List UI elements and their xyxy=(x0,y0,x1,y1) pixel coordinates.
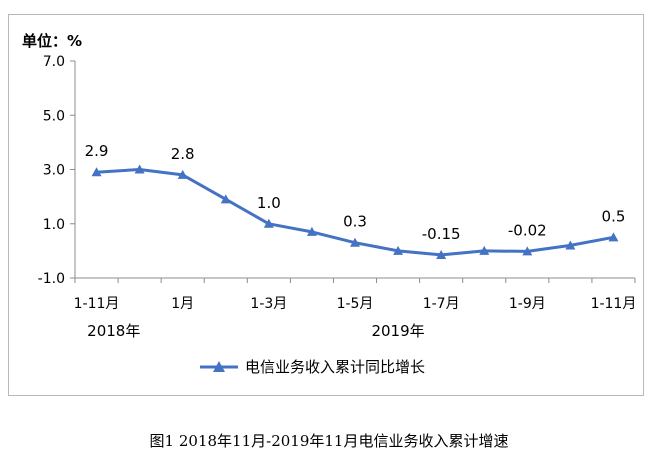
line-chart: 7.0 5.0 3.0 1.0 -1.0 1-11月 1月 1-3月 1-5月 1-7月 1-9月 1… xyxy=(38,54,637,376)
legend-swatch-marker xyxy=(213,361,225,372)
data-point-marker xyxy=(306,226,317,236)
data-label: 2.9 xyxy=(85,142,109,160)
unit-label: 单位：% xyxy=(22,32,83,50)
x-tick-label: 1月 xyxy=(171,296,194,312)
data-label: 0.3 xyxy=(343,213,367,231)
data-point-marker xyxy=(134,164,145,174)
legend: 电信业务收入累计同比增长 xyxy=(200,358,425,376)
x-tick-label: 1-11月 xyxy=(591,296,637,312)
legend-label: 电信业务收入累计同比增长 xyxy=(245,358,425,376)
y-tick-label: 7.0 xyxy=(43,54,65,70)
chart-axes: 7.0 5.0 3.0 1.0 -1.0 1-11月 1月 1-3月 1-5月 1-7月 1-9月 1… xyxy=(38,54,637,340)
data-point-marker xyxy=(436,249,447,259)
figure-caption: 图1 2018年11月-2019年11月电信业务收入累计增速 xyxy=(149,432,509,450)
data-point-marker xyxy=(350,237,360,247)
data-label: 1.0 xyxy=(257,194,281,212)
data-point-marker xyxy=(91,167,102,177)
data-label: 2.8 xyxy=(171,145,195,163)
y-tick-label: 1.0 xyxy=(43,217,65,233)
data-point-marker xyxy=(522,246,533,256)
data-point-marker xyxy=(608,232,619,242)
data-point-marker xyxy=(177,169,188,179)
x-tick-label: 1-5月 xyxy=(337,296,374,312)
data-point-marker xyxy=(220,194,231,204)
data-label: -0.02 xyxy=(508,221,547,239)
x-tick-label: 1-11月 xyxy=(74,296,120,312)
data-label: -0.15 xyxy=(422,225,461,243)
data-labels: 2.9 2.8 1.0 0.3 -0.15 -0.02 0.5 xyxy=(85,142,626,243)
x-tick-label: 1-3月 xyxy=(250,296,287,312)
year-label: 2019年 xyxy=(371,322,424,340)
year-label: 2018年 xyxy=(87,322,140,340)
data-point-marker xyxy=(393,245,404,255)
series-layer xyxy=(91,164,619,259)
x-tick-label: 1-7月 xyxy=(423,296,460,312)
data-point-marker xyxy=(479,245,490,255)
y-tick-label: 3.0 xyxy=(43,163,65,179)
data-point-marker xyxy=(565,240,576,250)
chart-frame xyxy=(8,14,644,396)
y-tick-label: 5.0 xyxy=(43,108,65,124)
x-tick-label: 1-9月 xyxy=(509,296,546,312)
data-point-marker xyxy=(263,218,274,228)
y-tick-label: -1.0 xyxy=(38,271,65,287)
data-label: 0.5 xyxy=(602,207,626,225)
